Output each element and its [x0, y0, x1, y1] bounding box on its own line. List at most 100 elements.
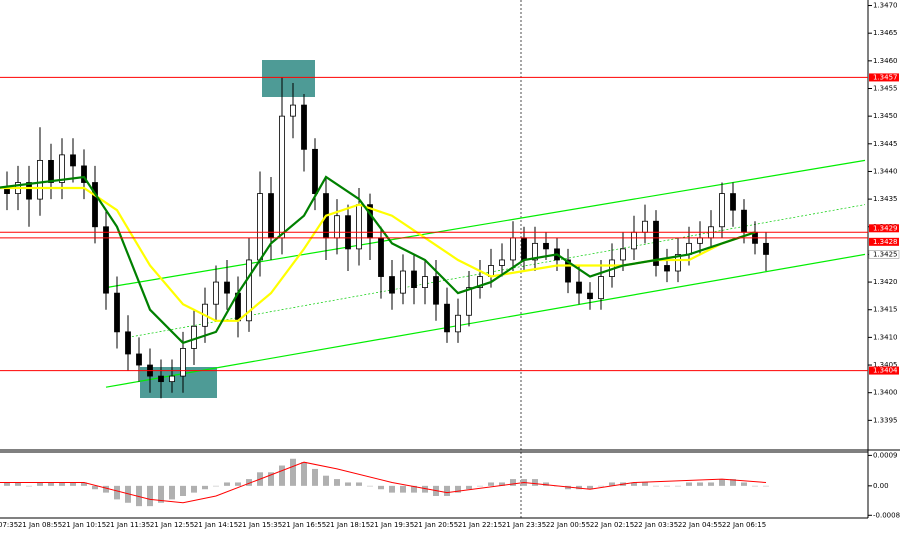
candle-body [433, 276, 439, 305]
y-tick-label: 1.3455 [873, 84, 898, 92]
x-tick-label: 21 Jan 23:35 [502, 521, 546, 529]
x-tick-label: 22 Jan 04:55 [678, 521, 722, 529]
y-tick-label: 1.3405 [873, 361, 898, 369]
candle-body [576, 281, 582, 294]
macd-bar [444, 485, 450, 496]
candle-body [620, 248, 626, 261]
macd-bar [213, 485, 219, 487]
candle-body [92, 182, 98, 228]
macd-bar [356, 482, 362, 486]
y-tick-label: 1.3420 [873, 278, 898, 286]
candle-body [301, 104, 307, 150]
macd-bar [697, 482, 703, 486]
candle-body [268, 193, 274, 239]
macd-bar [26, 485, 32, 487]
channel-line [105, 253, 866, 388]
candle-body [455, 314, 461, 333]
x-tick-label: 22 Jan 06:15 [722, 521, 766, 529]
macd-bar [279, 465, 285, 486]
macd-bar [312, 468, 318, 486]
x-tick-label: 21 Jan 19:35 [370, 521, 414, 529]
macd-bar [763, 485, 769, 487]
x-tick-label: 22 Jan 02:15 [590, 521, 634, 529]
y-tick-label: -0.00087 [873, 511, 900, 519]
candle-body [532, 242, 538, 261]
macd-bar [191, 485, 197, 493]
candle-body [191, 325, 197, 349]
x-tick-label: 21 Jan 16:55 [282, 521, 326, 529]
candle-body [257, 193, 263, 261]
macd-bar [235, 482, 241, 486]
macd-bar [15, 482, 21, 486]
y-tick-label: 1.3465 [873, 29, 898, 37]
y-tick-label: 1.3400 [873, 389, 898, 397]
macd-bar [477, 485, 483, 487]
candle-body [543, 242, 549, 250]
candle-body [279, 115, 285, 239]
candle-body [719, 193, 725, 228]
x-tick-label: 21 Jan 22:15 [458, 521, 502, 529]
macd-bar [224, 482, 230, 486]
macd-bar [202, 485, 208, 490]
macd-bar [246, 479, 252, 486]
macd-bar [576, 485, 582, 490]
macd-bar [136, 485, 142, 507]
macd-bar [708, 482, 714, 486]
y-tick-label: 1.3435 [873, 195, 898, 203]
candle-body [466, 287, 472, 316]
macd-bar [4, 482, 10, 486]
macd-bar [642, 482, 648, 486]
level-label: 1.3428 [873, 238, 898, 246]
candle-body [741, 209, 747, 233]
candle-body [103, 226, 109, 294]
candle-body [422, 276, 428, 289]
macd-bar [532, 479, 538, 486]
macd-bar [587, 485, 593, 490]
channel-line [105, 159, 866, 289]
macd-bar [653, 485, 659, 487]
candle-body [213, 281, 219, 305]
candle-body [37, 159, 43, 200]
candle-body [70, 154, 76, 167]
macd-bar [543, 482, 549, 486]
candle-body [411, 270, 417, 289]
macd-bar [510, 479, 516, 486]
macd-bar [367, 485, 373, 487]
macd-bar [268, 472, 274, 486]
candle-body [587, 292, 593, 300]
last-price-box [868, 250, 900, 259]
macd-bar [488, 482, 494, 486]
level-label: 1.3429 [873, 224, 898, 232]
candle-body [730, 193, 736, 211]
macd-bar [455, 485, 461, 493]
candle-body [290, 104, 296, 117]
x-tick-label: 21 Jan 07:35 [0, 521, 18, 529]
macd-bar [752, 485, 758, 487]
macd-bar [686, 482, 692, 486]
candle-body [180, 348, 186, 377]
x-tick-label: 21 Jan 10:15 [62, 521, 106, 529]
macd-bar [92, 485, 98, 490]
candle-body [59, 154, 65, 183]
candle-body [334, 215, 340, 239]
candle-body [125, 331, 131, 355]
macd-bar [114, 485, 120, 500]
candle-body [400, 270, 406, 294]
macd-bar [631, 482, 637, 486]
macd-bar [719, 479, 725, 486]
candle-body [312, 148, 318, 194]
y-tick-label: 1.3440 [873, 167, 898, 175]
candle-body [246, 259, 252, 322]
y-tick-label: 1.3470 [873, 2, 898, 10]
macd-bar [565, 485, 571, 490]
x-tick-label: 21 Jan 18:15 [326, 521, 370, 529]
candle-body [378, 237, 384, 277]
candle-body [653, 220, 659, 266]
macd-bar [70, 482, 76, 486]
macd-bar [389, 485, 395, 493]
y-tick-label: 1.3460 [873, 57, 898, 65]
macd-bar [290, 458, 296, 486]
macd-bar [345, 482, 351, 486]
